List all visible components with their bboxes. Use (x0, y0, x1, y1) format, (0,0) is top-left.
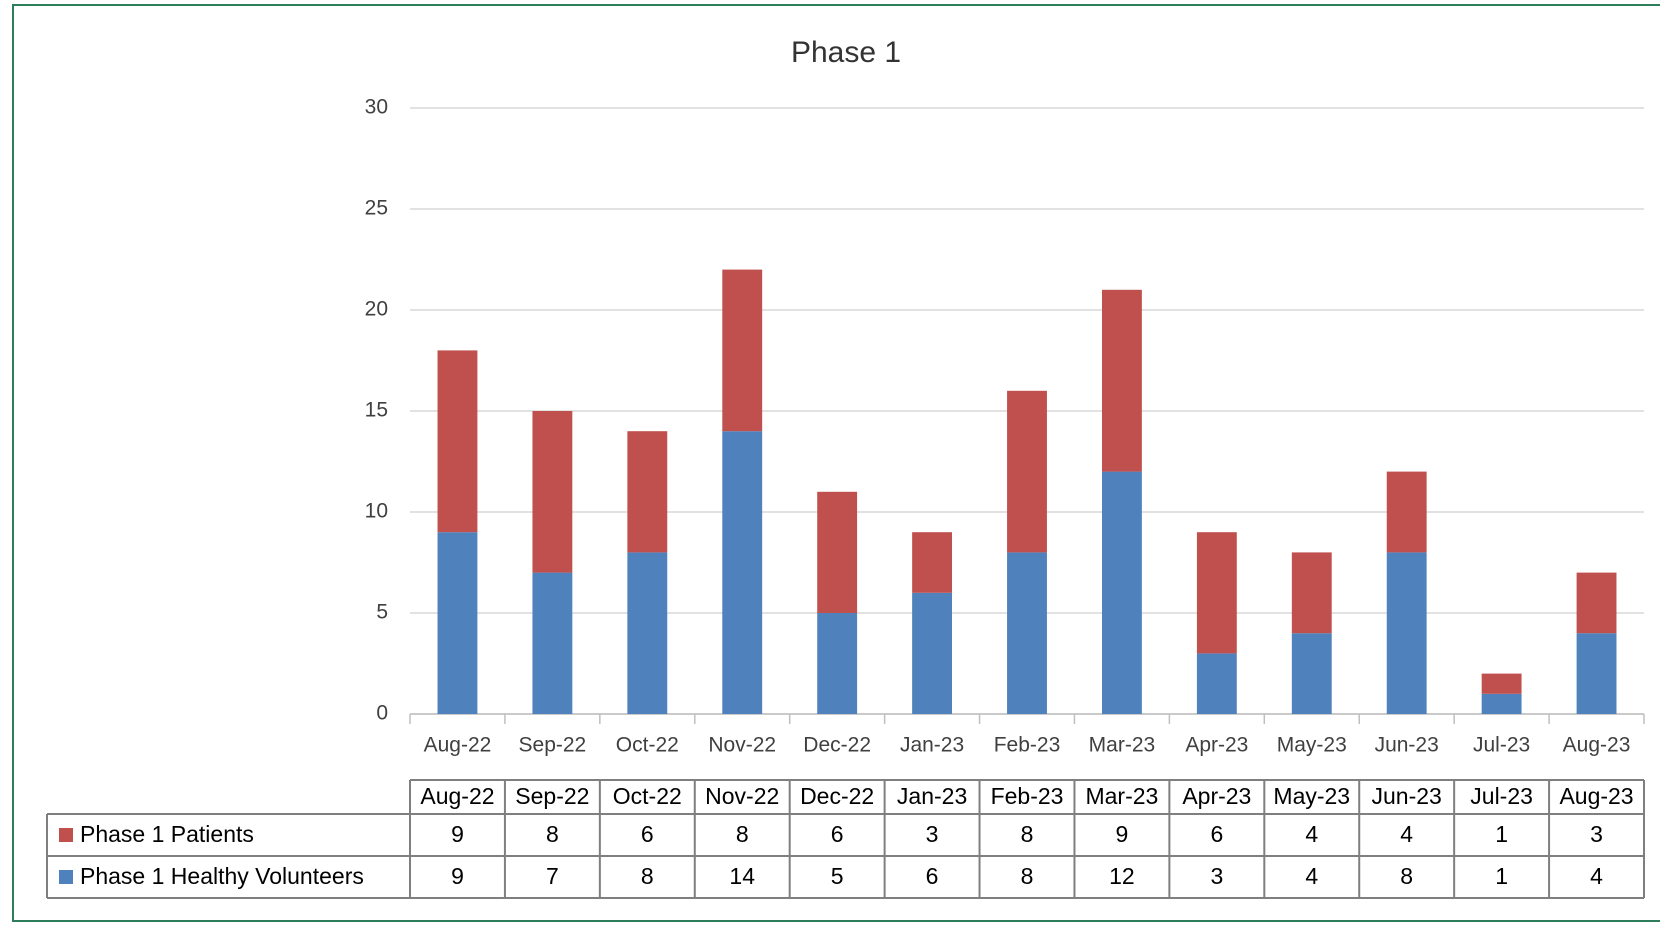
bar-segment (722, 431, 763, 714)
x-tick-label: May-23 (1277, 734, 1347, 757)
bar-segment (1576, 633, 1617, 714)
table-value: 5 (831, 863, 844, 889)
table-value: 3 (1210, 863, 1223, 889)
table-value: 4 (1590, 863, 1603, 889)
table-header: Feb-23 (991, 783, 1064, 809)
table-value: 4 (1305, 821, 1318, 847)
table-header: Mar-23 (1085, 783, 1158, 809)
x-tick-label: Nov-22 (708, 734, 776, 757)
x-tick-label: Oct-22 (616, 734, 679, 757)
table-header: Aug-23 (1559, 783, 1633, 809)
bar-segment (1386, 471, 1427, 553)
legend-swatch (59, 870, 73, 884)
x-tick-label: Apr-23 (1185, 734, 1248, 757)
legend-swatch (59, 828, 73, 842)
table-header: Dec-22 (800, 783, 874, 809)
table-header: Apr-23 (1182, 783, 1251, 809)
bar-segment (437, 532, 478, 714)
table-value: 8 (1021, 821, 1034, 847)
table-value: 8 (736, 821, 749, 847)
table-value: 4 (1400, 821, 1413, 847)
bar-segment (532, 572, 573, 714)
bar-segment (817, 491, 858, 613)
bar-segment (532, 411, 573, 573)
table-value: 6 (831, 821, 844, 847)
bar-segment (1576, 572, 1617, 634)
bar-segment (722, 269, 763, 432)
y-tick-label: 15 (365, 399, 388, 422)
bar-segment (1196, 653, 1237, 714)
table-header: Jan-23 (897, 783, 967, 809)
x-tick-label: Feb-23 (994, 734, 1061, 757)
y-tick-label: 30 (365, 96, 388, 119)
table-value: 1 (1495, 863, 1508, 889)
x-tick-label: Dec-22 (803, 734, 871, 757)
y-tick-label: 20 (365, 298, 388, 321)
table-value: 7 (546, 863, 559, 889)
y-tick-label: 10 (365, 500, 388, 523)
legend-label: Phase 1 Patients (80, 821, 254, 847)
x-tick-label: Aug-22 (424, 734, 492, 757)
chart-title: Phase 1 (791, 36, 901, 69)
table-value: 6 (641, 821, 654, 847)
table-value: 9 (451, 863, 464, 889)
x-tick-label: Mar-23 (1089, 734, 1156, 757)
bar-segment (912, 532, 953, 593)
bar-segment (627, 431, 668, 553)
table-value: 8 (1400, 863, 1413, 889)
y-tick-label: 0 (376, 702, 388, 725)
bar-segment (1291, 552, 1332, 634)
table-value: 8 (546, 821, 559, 847)
table-header: Sep-22 (515, 783, 589, 809)
table-header: Oct-22 (613, 783, 682, 809)
table-value: 6 (1210, 821, 1223, 847)
bar-segment (1196, 532, 1237, 654)
table-value: 8 (1021, 863, 1034, 889)
table-value: 4 (1305, 863, 1318, 889)
x-tick-label: Sep-22 (519, 734, 587, 757)
bar-segment (817, 613, 858, 714)
table-header: Jul-23 (1470, 783, 1533, 809)
table-header: Aug-22 (420, 783, 494, 809)
bar-segment (1007, 390, 1047, 553)
bar-segment (1291, 633, 1332, 714)
y-tick-label: 5 (376, 601, 388, 624)
table-value: 9 (451, 821, 464, 847)
legend-label: Phase 1 Healthy Volunteers (80, 863, 364, 889)
bar-segment (1386, 552, 1427, 714)
x-tick-label: Jan-23 (900, 734, 964, 757)
x-tick-label: Jul-23 (1473, 734, 1530, 757)
table-value: 9 (1116, 821, 1129, 847)
x-tick-label: Aug-23 (1563, 734, 1631, 757)
table-header: Nov-22 (705, 783, 779, 809)
bar-segment (437, 350, 478, 533)
table-value: 3 (1590, 821, 1603, 847)
y-tick-label: 25 (365, 197, 388, 220)
table-header: Jun-23 (1372, 783, 1442, 809)
x-tick-label: Jun-23 (1375, 734, 1439, 757)
table-header: May-23 (1273, 783, 1350, 809)
table-value: 14 (729, 863, 755, 889)
table-value: 6 (926, 863, 939, 889)
bar-segment (1007, 552, 1047, 714)
bar-segment (627, 552, 668, 714)
bar-segment (1101, 289, 1142, 472)
bar-segment (1101, 471, 1142, 714)
table-value: 8 (641, 863, 654, 889)
bar-segment (912, 592, 953, 714)
chart-frame (12, 4, 1660, 922)
bar-segment (1481, 673, 1522, 694)
bar-segment (1481, 693, 1522, 714)
table-value: 12 (1109, 863, 1135, 889)
table-value: 1 (1495, 821, 1508, 847)
table-value: 3 (926, 821, 939, 847)
